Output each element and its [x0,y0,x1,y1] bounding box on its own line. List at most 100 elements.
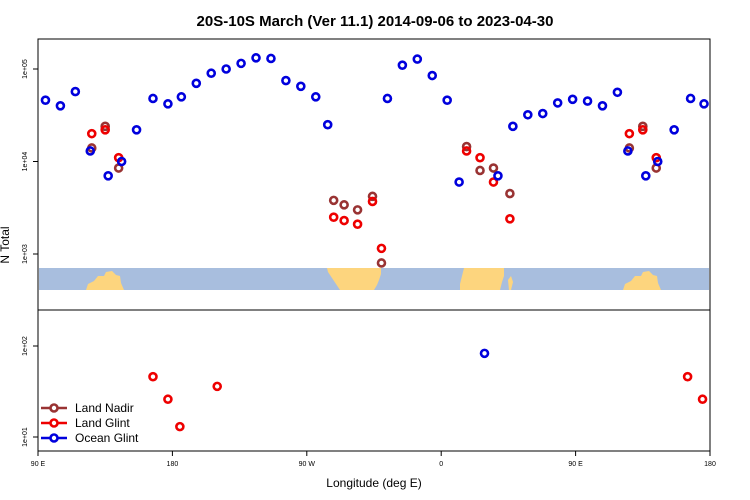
ocean-glint-point [55,101,66,111]
land-glint-point [488,177,499,187]
land-nadir-point [505,188,515,199]
ocean-glint-point [296,81,306,92]
ocean-glint-point [442,95,452,105]
ocean-glint-point [70,86,81,97]
land-glint-point [461,146,472,156]
land-ocean-map [39,268,709,290]
ocean-glint-point [612,87,623,98]
land-glint-point [175,421,185,432]
ocean-glint-point [176,92,187,102]
land-glint-point [100,125,110,135]
land-glint-point [148,371,158,382]
x-tick-label: 0 [439,461,443,468]
ocean-glint-point [266,53,276,64]
chart-title: 20S-10S March (Ver 11.1) 2014-09-06 to 2… [197,13,554,30]
ocean-glint-point [523,109,533,120]
ocean-glint-point [236,58,246,69]
x-tick-label: 180 [167,461,179,468]
x-axis-label: Longitude (deg E) [326,476,421,490]
ocean-glint-point [567,94,578,105]
ocean-glint-point [116,156,127,167]
ocean-glint-point [552,98,563,108]
y-tick-label: 1e+04 [22,152,29,172]
legend-label-land-glint: Land Glint [75,416,130,430]
land-glint-point [682,371,693,382]
ocean-glint-point [493,171,503,181]
y-axis-ticks: 1e+03 1e+04 1e+05 1e+01 1e+02 [22,59,38,447]
land-glint-point [376,243,387,254]
land-nadir-point [475,165,485,176]
ocean-glint-point [131,125,142,135]
ocean-glint-point [322,119,333,130]
ocean-glint-point [582,96,593,106]
land-glint-point [637,125,648,135]
ocean-glint-point [251,53,261,63]
y-tick-label: 1e+01 [22,427,29,447]
ocean-glint-point [454,177,464,187]
legend-label-ocean-glint: Ocean Glint [75,431,139,445]
ocean-glint-point [103,171,113,181]
land-nadir-point [461,141,472,152]
ocean-glint-point [427,70,438,81]
land-glint-point [697,394,708,405]
ocean-glint-point [699,99,709,109]
land-glint-point [163,394,173,405]
y-tick-label: 1e+03 [22,244,29,264]
ocean-glint-point [479,348,490,359]
lower-panel-frame [37,309,711,452]
y-axis-label: N Total [0,226,12,263]
ocean-glint-point [310,92,321,102]
x-tick-label: 180 [704,461,716,468]
land-glint-point [212,381,222,392]
x-axis-ticks: 90 E 180 90 W 0 90 E 180 [31,451,716,468]
land-glint-point [624,128,635,139]
land-australia-east [623,271,661,290]
x-tick-label: 90 W [299,461,316,468]
land-nadir-point [637,121,648,132]
ocean-glint-point [669,125,679,135]
data-points [40,53,709,432]
legend-label-land-nadir: Land Nadir [75,401,134,415]
ocean-glint-point [163,99,173,109]
land-australia-west [86,271,124,290]
land-south-america [327,268,381,290]
ocean-glint-point [640,171,651,181]
land-small-island [508,276,513,290]
ocean-glint-point [597,101,608,111]
land-glint-point [505,214,515,224]
ocean-glint-point [623,146,633,156]
ocean-glint-point [206,68,217,79]
x-tick-label: 90 E [31,461,46,468]
legend-marker-ocean-glint [49,433,59,443]
legend-marker-land-nadir [49,403,59,413]
land-glint-point [328,212,339,222]
land-nadir-point [328,195,339,206]
land-nadir-point [352,205,363,215]
land-glint-point [475,152,485,163]
x-tick-label: 90 E [568,461,583,468]
ocean-glint-point [652,156,663,167]
land-glint-point [86,128,97,139]
land-nadir-point [367,191,378,202]
ocean-glint-point [221,64,231,74]
y-tick-label: 1e+02 [22,336,29,356]
ocean-glint-point [191,78,202,89]
ocean-glint-point [281,75,291,86]
ocean-glint-point [382,93,393,104]
land-africa [460,268,504,290]
ocean-glint-point [412,54,423,64]
land-glint-point [352,219,363,229]
land-nadir-point [376,258,387,268]
land-glint-point [367,196,378,207]
ocean-glint-point [85,146,96,156]
land-nadir-point [100,121,110,132]
ocean-glint-point [40,95,51,105]
land-nadir-point [339,200,349,210]
land-glint-point [339,215,349,226]
legend-marker-land-glint [49,418,59,428]
ocean-glint-point [685,93,696,104]
ocean-glint-point [537,108,548,119]
land-nadir-point [488,163,499,173]
